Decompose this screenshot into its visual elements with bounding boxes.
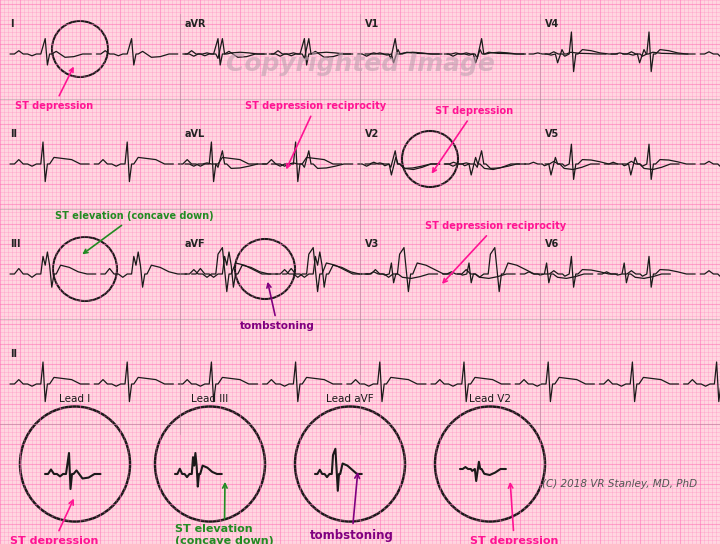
Text: ST depression: ST depression — [15, 68, 93, 111]
Text: tombstoning: tombstoning — [240, 283, 315, 331]
Text: ST elevation
(concave down): ST elevation (concave down) — [175, 484, 274, 544]
Text: Lead I: Lead I — [59, 394, 91, 404]
Text: (C) 2018 VR Stanley, MD, PhD: (C) 2018 VR Stanley, MD, PhD — [542, 479, 698, 489]
Text: V3: V3 — [365, 239, 379, 249]
Text: III: III — [10, 239, 20, 249]
Text: V5: V5 — [545, 129, 559, 139]
Text: ST depression: ST depression — [470, 484, 559, 544]
Text: Lead aVF: Lead aVF — [326, 394, 374, 404]
Text: tombstoning: tombstoning — [310, 474, 394, 542]
Text: V6: V6 — [545, 239, 559, 249]
Text: ST depression: ST depression — [10, 500, 99, 544]
Text: V4: V4 — [545, 19, 559, 29]
Text: ST elevation (concave down): ST elevation (concave down) — [55, 211, 214, 254]
Text: I: I — [10, 19, 14, 29]
Text: II: II — [10, 129, 17, 139]
Text: ST depression reciprocity: ST depression reciprocity — [245, 101, 386, 168]
Text: V1: V1 — [365, 19, 379, 29]
Text: II: II — [10, 349, 17, 359]
Text: aVL: aVL — [185, 129, 205, 139]
Text: Lead III: Lead III — [192, 394, 229, 404]
Text: ST depression reciprocity: ST depression reciprocity — [425, 221, 566, 282]
Text: aVF: aVF — [185, 239, 206, 249]
Text: Lead V2: Lead V2 — [469, 394, 511, 404]
Text: aVR: aVR — [185, 19, 207, 29]
Text: Copyrighted Image: Copyrighted Image — [225, 52, 495, 76]
Text: ST depression: ST depression — [433, 106, 513, 172]
Text: V2: V2 — [365, 129, 379, 139]
